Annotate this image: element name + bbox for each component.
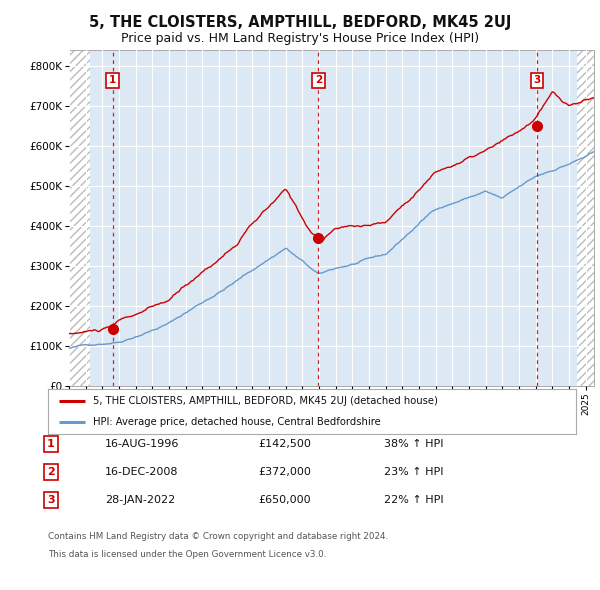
Text: 38% ↑ HPI: 38% ↑ HPI bbox=[384, 439, 443, 448]
Bar bbox=[69, 50, 90, 386]
Text: 1: 1 bbox=[109, 76, 116, 86]
Text: 28-JAN-2022: 28-JAN-2022 bbox=[105, 496, 175, 505]
Text: This data is licensed under the Open Government Licence v3.0.: This data is licensed under the Open Gov… bbox=[48, 550, 326, 559]
Text: 3: 3 bbox=[47, 496, 55, 505]
Text: £142,500: £142,500 bbox=[258, 439, 311, 448]
Text: Price paid vs. HM Land Registry's House Price Index (HPI): Price paid vs. HM Land Registry's House … bbox=[121, 32, 479, 45]
Text: Contains HM Land Registry data © Crown copyright and database right 2024.: Contains HM Land Registry data © Crown c… bbox=[48, 532, 388, 541]
Text: HPI: Average price, detached house, Central Bedfordshire: HPI: Average price, detached house, Cent… bbox=[93, 417, 380, 427]
Text: 16-DEC-2008: 16-DEC-2008 bbox=[105, 467, 179, 477]
Text: 5, THE CLOISTERS, AMPTHILL, BEDFORD, MK45 2UJ (detached house): 5, THE CLOISTERS, AMPTHILL, BEDFORD, MK4… bbox=[93, 396, 438, 407]
Text: 2: 2 bbox=[315, 76, 322, 86]
Text: £372,000: £372,000 bbox=[258, 467, 311, 477]
Text: 16-AUG-1996: 16-AUG-1996 bbox=[105, 439, 179, 448]
Bar bbox=[577, 50, 594, 386]
Text: 5, THE CLOISTERS, AMPTHILL, BEDFORD, MK45 2UJ: 5, THE CLOISTERS, AMPTHILL, BEDFORD, MK4… bbox=[89, 15, 511, 30]
Text: 1: 1 bbox=[47, 439, 55, 448]
Text: 22% ↑ HPI: 22% ↑ HPI bbox=[384, 496, 443, 505]
Text: 23% ↑ HPI: 23% ↑ HPI bbox=[384, 467, 443, 477]
Text: £650,000: £650,000 bbox=[258, 496, 311, 505]
Text: 3: 3 bbox=[533, 76, 541, 86]
Text: 2: 2 bbox=[47, 467, 55, 477]
